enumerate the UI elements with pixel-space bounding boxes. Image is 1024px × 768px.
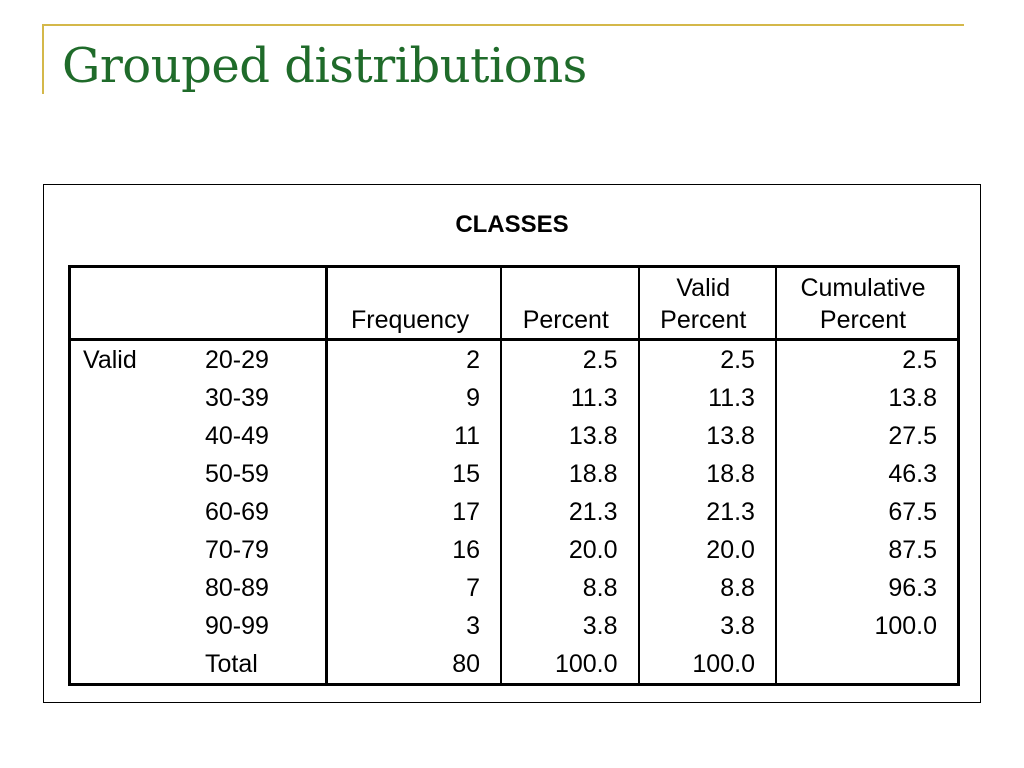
percent-cell: 13.8: [501, 417, 640, 455]
frequency-cell: 17: [326, 493, 503, 531]
header-valid-percent-line1: Valid: [676, 274, 731, 302]
table-row: 50-59 15 18.8 18.8 46.3: [70, 455, 959, 493]
group-label-empty: [70, 379, 194, 417]
frequency-cell: 3: [326, 607, 503, 645]
valid-percent-cell: 20.0: [638, 531, 777, 569]
table-row: 40-49 11 13.8 13.8 27.5: [70, 417, 959, 455]
table-row-total: Total 80 100.0 100.0: [70, 645, 959, 685]
header-cumulative-percent: Cumulative Percent: [775, 266, 959, 341]
valid-percent-cell: 100.0: [638, 645, 777, 685]
title-left-rule: [42, 24, 44, 94]
frequency-cell: 80: [326, 645, 503, 685]
cumulative-percent-cell: 27.5: [888, 422, 937, 450]
percent-cell: 3.8: [501, 607, 640, 645]
header-frequency-label: Frequency: [350, 306, 470, 334]
frequency-cell: 2: [326, 339, 503, 379]
frequency-cell: 11: [326, 417, 503, 455]
cumulative-percent-cell: 13.8: [888, 384, 937, 412]
group-label: Valid: [83, 346, 137, 374]
valid-percent-cell: 2.5: [638, 339, 777, 379]
table-row: Valid 20-29 2 2.5 2.5 2.5: [70, 339, 959, 379]
group-label-empty: [70, 455, 194, 493]
group-label-empty: [70, 569, 194, 607]
valid-percent-cell: 8.8: [638, 569, 777, 607]
cumulative-percent-cell: 100.0: [874, 612, 937, 640]
frequency-cell: 16: [326, 531, 503, 569]
cumulative-percent-cell: 2.5: [902, 346, 937, 374]
class-cell: 20-29: [193, 339, 328, 379]
class-cell: 60-69: [193, 493, 328, 531]
class-cell: 40-49: [193, 417, 328, 455]
percent-cell: 2.5: [501, 339, 640, 379]
class-cell: 50-59: [193, 455, 328, 493]
header-valid-percent: Valid Percent: [638, 266, 777, 341]
class-cell: 90-99: [193, 607, 328, 645]
header-percent-label: Percent: [522, 306, 609, 334]
slide-title: Grouped distributions: [62, 38, 587, 94]
percent-cell: 18.8: [501, 455, 640, 493]
valid-percent-cell: 13.8: [638, 417, 777, 455]
table-row: 30-39 9 11.3 11.3 13.8: [70, 379, 959, 417]
valid-percent-cell: 3.8: [638, 607, 777, 645]
header-percent: Percent: [501, 266, 640, 341]
table-caption: CLASSES: [455, 211, 569, 238]
table-header-row: Frequency Percent Valid Percent Cumulati…: [69, 266, 959, 341]
header-valid-percent-line2: Percent: [660, 306, 747, 334]
class-cell: 70-79: [193, 531, 328, 569]
header-frequency: Frequency: [326, 266, 503, 341]
cumulative-percent-cell: 46.3: [888, 460, 937, 488]
cumulative-percent-cell: 96.3: [888, 574, 937, 602]
frequency-cell: 9: [326, 379, 503, 417]
frequency-cell: 7: [326, 569, 503, 607]
percent-cell: 100.0: [501, 645, 640, 685]
percent-cell: 20.0: [501, 531, 640, 569]
cumulative-percent-cell: 67.5: [888, 498, 937, 526]
header-cumulative-percent-line2: Percent: [819, 306, 907, 334]
group-label-empty: [70, 645, 194, 685]
valid-percent-cell: 11.3: [638, 379, 777, 417]
table-row: 70-79 16 20.0 20.0 87.5: [70, 531, 959, 569]
group-label-empty: [70, 417, 194, 455]
class-cell: Total: [193, 645, 328, 685]
frequency-cell: 15: [326, 455, 503, 493]
frequency-table: Frequency Percent Valid Percent Cumulati…: [68, 265, 960, 686]
header-cumulative-percent-line1: Cumulative: [800, 274, 926, 302]
group-label-empty: [70, 607, 194, 645]
group-label-empty: [70, 531, 194, 569]
table-panel: CLASSES Frequency Percent Valid Percent: [43, 184, 981, 703]
header-blank-class: [193, 266, 328, 341]
percent-cell: 21.3: [501, 493, 640, 531]
table-body: Valid 20-29 2 2.5 2.5 2.5 30-39 9 11.3 1…: [70, 339, 959, 685]
table-row: 60-69 17 21.3 21.3 67.5: [70, 493, 959, 531]
valid-percent-cell: 21.3: [638, 493, 777, 531]
table-row: 90-99 3 3.8 3.8 100.0: [70, 607, 959, 645]
group-label-empty: [70, 493, 194, 531]
percent-cell: 8.8: [501, 569, 640, 607]
percent-cell: 11.3: [501, 379, 640, 417]
class-cell: 80-89: [193, 569, 328, 607]
title-top-rule: [42, 24, 964, 26]
valid-percent-cell: 18.8: [638, 455, 777, 493]
header-blank-group: [69, 266, 193, 341]
cumulative-percent-cell: 87.5: [888, 536, 937, 564]
table-row: 80-89 7 8.8 8.8 96.3: [70, 569, 959, 607]
class-cell: 30-39: [193, 379, 328, 417]
cumulative-percent-cell: [776, 645, 959, 685]
